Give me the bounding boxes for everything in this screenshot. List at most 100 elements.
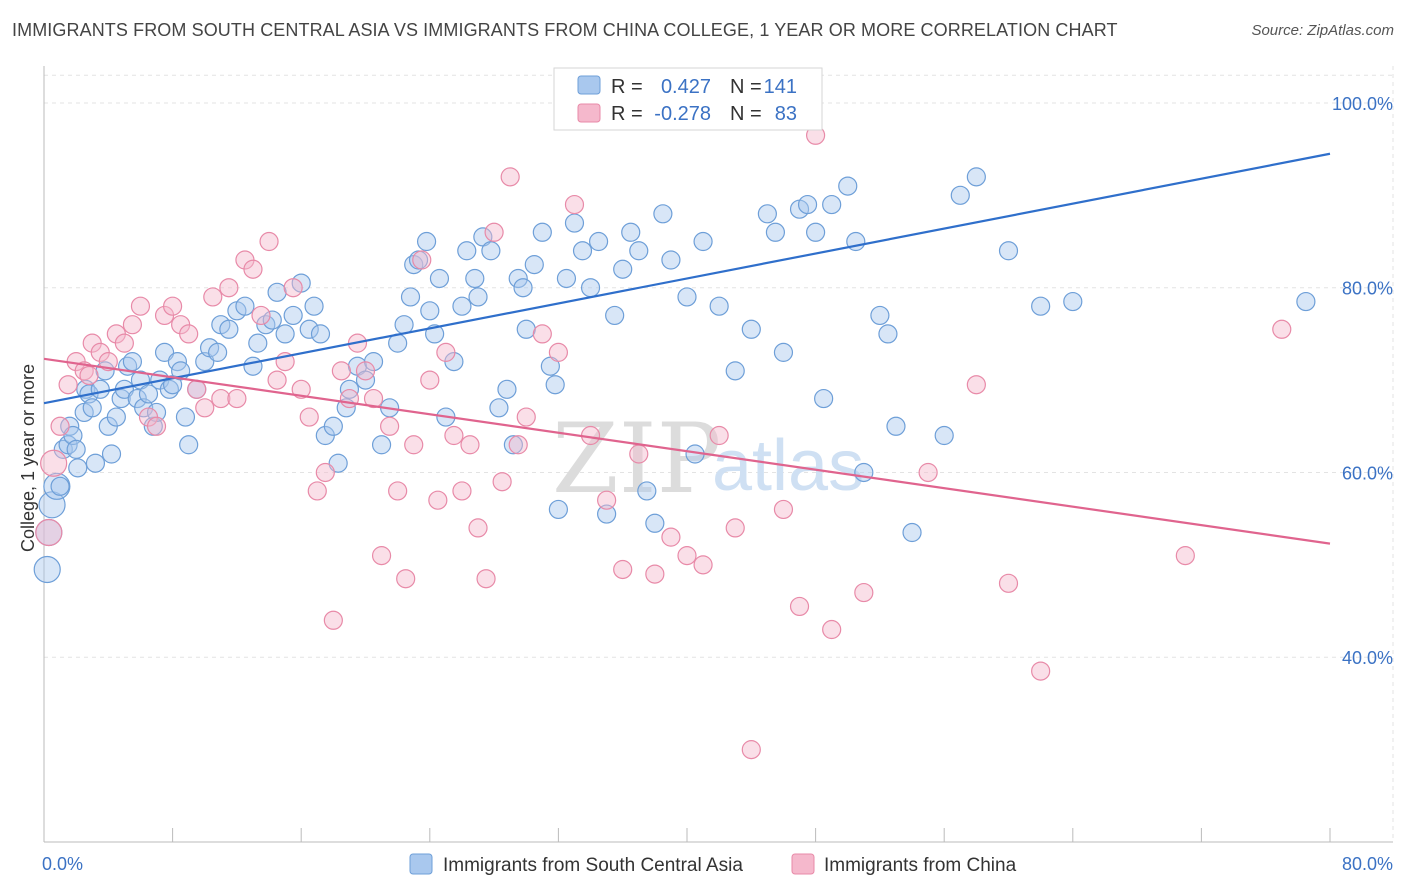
point-south-central-asia [248, 333, 268, 353]
point-south-central-asia [328, 453, 348, 473]
point-south-central-asia [310, 324, 331, 344]
point-south-central-asia [1296, 291, 1316, 312]
point-south-central-asia [1063, 291, 1083, 312]
point-south-central-asia [503, 435, 523, 455]
point-china [1272, 319, 1292, 339]
point-china [380, 416, 400, 436]
point-china [822, 619, 842, 640]
point-china [709, 425, 729, 446]
point-china [998, 573, 1019, 593]
point-south-central-asia [516, 319, 536, 339]
point-china [420, 370, 440, 390]
point-china [452, 481, 472, 501]
watermark-zip: ZIP [552, 403, 721, 515]
point-china [40, 449, 68, 477]
point-south-central-asia [564, 213, 585, 233]
point-china [597, 490, 617, 510]
point-china [122, 315, 143, 335]
point-south-central-asia [323, 416, 343, 436]
point-south-central-asia [262, 310, 282, 330]
point-china [661, 527, 681, 547]
point-south-central-asia [765, 222, 786, 242]
point-china [315, 462, 335, 483]
point-south-central-asia [85, 453, 106, 473]
point-south-central-asia [950, 185, 970, 205]
point-south-central-asia [645, 513, 665, 533]
point-china [854, 582, 874, 603]
point-china [130, 296, 151, 316]
point-south-central-asia [219, 319, 239, 339]
point-china [629, 444, 649, 464]
point-south-central-asia [468, 287, 488, 307]
point-china [613, 559, 633, 580]
point-china [227, 388, 247, 409]
point-south-central-asia [524, 255, 544, 275]
point-south-central-asia [838, 176, 858, 196]
point-south-central-asia [235, 296, 255, 316]
point-china [1175, 546, 1195, 566]
point-china [259, 231, 279, 252]
point-south-central-asia [886, 416, 906, 436]
point-china [789, 596, 810, 617]
point-south-central-asia [580, 278, 601, 298]
point-china [741, 740, 761, 760]
point-china [163, 296, 183, 316]
point-china [219, 278, 239, 298]
point-china [725, 518, 745, 538]
point-china [179, 324, 199, 344]
point-south-central-asia [741, 319, 761, 339]
point-south-central-asia [545, 375, 565, 395]
point-china [966, 375, 986, 395]
point-china [404, 435, 424, 455]
point-china [460, 435, 480, 455]
point-south-central-asia [489, 398, 509, 418]
series-legend-label-blue: Immigrants from South Central Asia [443, 855, 743, 876]
point-south-central-asia [38, 491, 66, 519]
point-south-central-asia [854, 462, 874, 483]
point-china [1031, 661, 1051, 681]
point-china [436, 342, 456, 362]
legend-r-value-blue: 0.427 [661, 76, 711, 98]
point-china [532, 324, 552, 344]
legend-swatch-pink [577, 103, 601, 123]
point-china [516, 407, 536, 427]
point-south-central-asia [457, 241, 477, 261]
point-china [195, 398, 215, 418]
point-south-central-asia [814, 388, 834, 409]
point-south-central-asia [725, 361, 745, 381]
point-south-central-asia [68, 458, 88, 478]
point-china [267, 370, 287, 390]
y-axis-label: College, 1 year or more [18, 364, 38, 552]
y-tick-label: 100.0% [1332, 94, 1393, 114]
point-china [339, 388, 360, 409]
point-china [484, 222, 504, 242]
point-south-central-asia [902, 522, 922, 543]
point-south-central-asia [400, 287, 421, 307]
legend-r-label-blue: R = [611, 76, 643, 98]
legend-n-label-blue: N = [730, 76, 762, 98]
point-south-central-asia [677, 287, 697, 307]
point-south-central-asia [637, 481, 657, 501]
point-south-central-asia [934, 425, 954, 446]
point-china [299, 407, 319, 427]
point-south-central-asia [653, 204, 673, 224]
point-south-central-asia [175, 407, 196, 427]
point-south-central-asia [878, 324, 898, 344]
point-south-central-asia [43, 472, 71, 500]
point-china [396, 569, 416, 589]
x-tick-label-min: 0.0% [42, 854, 83, 874]
point-china [693, 555, 713, 575]
point-china [203, 287, 223, 307]
point-south-central-asia [429, 268, 450, 289]
trend-line-china [43, 357, 1331, 545]
point-south-central-asia [605, 305, 625, 326]
point-china [564, 194, 585, 215]
point-south-central-asia [773, 342, 794, 362]
watermark: ZIP atlas [552, 403, 864, 515]
series-legend-label-pink: Immigrants from China [824, 855, 1017, 876]
point-south-central-asia [661, 250, 681, 270]
legend-n-value-pink: 83 [775, 103, 797, 125]
point-china [211, 388, 231, 409]
point-south-central-asia [106, 407, 126, 427]
point-south-central-asia [283, 305, 303, 326]
